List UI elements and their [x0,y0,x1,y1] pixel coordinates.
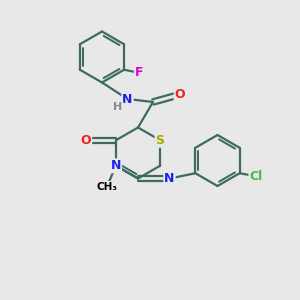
Text: H: H [113,102,122,112]
Text: O: O [175,88,185,101]
Text: CH₃: CH₃ [96,182,117,192]
Text: N: N [122,92,133,106]
Text: N: N [164,172,175,185]
Text: N: N [111,159,121,172]
Text: S: S [156,134,165,147]
Text: F: F [135,66,143,79]
Text: Cl: Cl [250,170,263,183]
Text: O: O [81,134,91,147]
